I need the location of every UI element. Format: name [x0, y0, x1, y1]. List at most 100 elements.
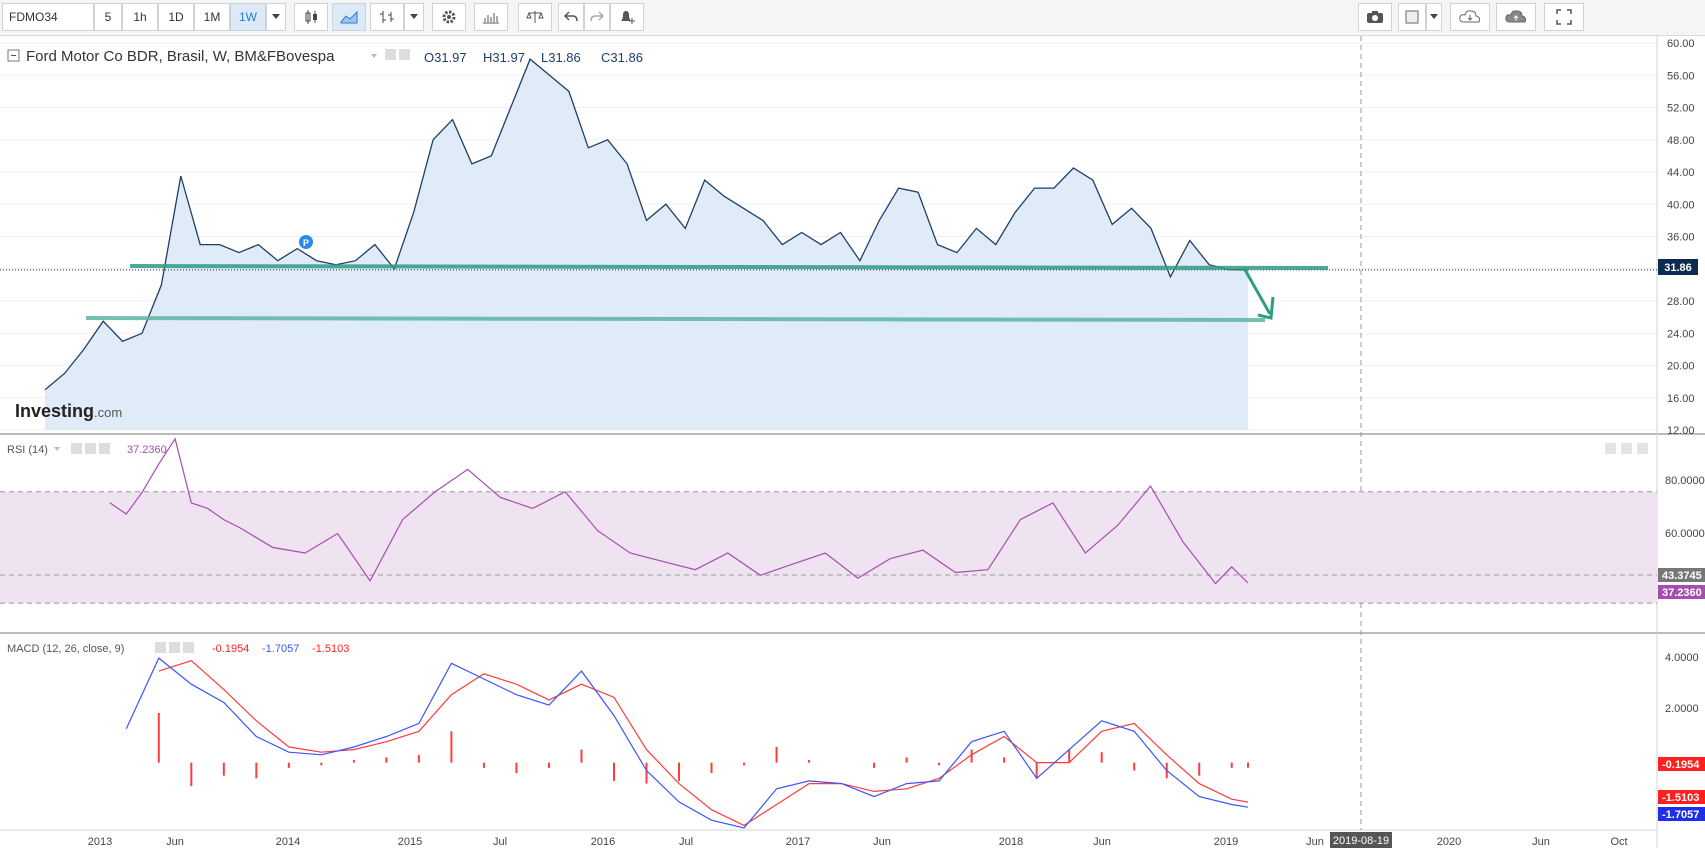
last-price-badge	[1658, 259, 1698, 275]
time-tick-label: 2018	[999, 836, 1023, 848]
time-tick-label: 2020	[1437, 836, 1461, 848]
macd-histogram	[157, 712, 1249, 787]
rsi-value-label: 37.2360	[1662, 587, 1702, 599]
event-marker[interactable]	[299, 235, 313, 249]
cloud-upload-icon	[1505, 10, 1527, 23]
interval-5-button[interactable]: 5	[94, 3, 122, 31]
macd-tick-4: 4.0000	[1665, 652, 1699, 664]
candlestick-icon	[305, 10, 317, 24]
camera-icon	[1367, 11, 1383, 23]
chevron-down-icon[interactable]	[371, 54, 377, 58]
gear-icon	[442, 10, 456, 24]
indicators-button[interactable]	[474, 3, 508, 31]
time-tick-label: 2014	[276, 836, 300, 848]
interval-1w-button[interactable]: 1W	[230, 3, 266, 31]
symbol-input[interactable]: FDMO34	[2, 3, 94, 31]
square-layout-icon	[1405, 10, 1419, 24]
time-tick-label: 2013	[88, 836, 112, 848]
macd-hist-badge	[1658, 757, 1705, 771]
eye-icon[interactable]	[71, 443, 82, 454]
last-price-label: 31.86	[1664, 262, 1692, 274]
chevron-down-icon[interactable]	[54, 447, 60, 451]
price-tick-label: 52.00	[1667, 103, 1695, 115]
interval-1m-button[interactable]: 1M	[194, 3, 230, 31]
price-tick-label: 44.00	[1667, 167, 1695, 179]
gear-icon[interactable]	[169, 642, 180, 653]
macd-value-2: -1.7057	[262, 643, 299, 655]
price-tick-label: 36.00	[1667, 232, 1695, 244]
layout-dropdown-button[interactable]	[1426, 3, 1442, 31]
time-axis[interactable]: 2013 Jun 2014 2015 Jul 2016 Jul 2017 Jun 2018 Jun 2…	[88, 836, 1628, 848]
chevron-down-icon	[272, 14, 280, 19]
rsi-reference-badge	[1658, 568, 1705, 582]
price-tick-label: 16.00	[1667, 393, 1695, 405]
settings-button[interactable]	[432, 3, 466, 31]
compare-button[interactable]	[518, 3, 552, 31]
time-tick-label: Jun	[166, 836, 184, 848]
price-axis[interactable]: 60.0056.0052.0048.0044.0040.0036.0032.00…	[1667, 38, 1695, 437]
alert-button[interactable]	[610, 3, 644, 31]
rsi-reference-label: 43.3745	[1662, 570, 1702, 582]
price-tick-label: 56.00	[1667, 70, 1695, 82]
rsi-value-badge	[1658, 585, 1705, 599]
chevron-down-icon	[410, 14, 418, 19]
area-style-button[interactable]	[332, 3, 366, 31]
macd-signal-badge	[1658, 790, 1705, 804]
bars-style-button[interactable]	[370, 3, 404, 31]
support-trendline-lower[interactable]	[85, 316, 1266, 322]
time-tick-label: 2017	[786, 836, 810, 848]
close-icon[interactable]	[183, 642, 194, 653]
rsi-band	[0, 491, 1657, 604]
price-area-fill	[45, 59, 1248, 430]
price-tick-label: 40.00	[1667, 199, 1695, 211]
macd-value-3: -1.5103	[312, 643, 349, 655]
macd-value-1: -0.1954	[212, 643, 249, 655]
crosshair-date-badge	[1330, 832, 1392, 848]
close-icon[interactable]	[99, 443, 110, 454]
macd-hist-label: -0.1954	[1662, 759, 1700, 771]
move-down-icon[interactable]	[1621, 443, 1632, 454]
macd-line-label: -1.7057	[1662, 809, 1699, 821]
event-marker-label: P	[303, 238, 309, 248]
series-title: Ford Motor Co BDR, Brasil, W, BM&FBovesp…	[26, 48, 335, 65]
maximize-pane-icon[interactable]	[1637, 443, 1648, 454]
gear-icon[interactable]	[85, 443, 96, 454]
time-tick-label: 2019	[1214, 836, 1238, 848]
chart-canvas[interactable]: Ford Motor Co BDR, Brasil, W, BM&FBovesp…	[0, 36, 1705, 848]
legend-high: H31.97	[483, 50, 525, 65]
redo-icon	[590, 11, 604, 22]
move-up-icon[interactable]	[1605, 443, 1616, 454]
interval-1h-button[interactable]: 1h	[122, 3, 158, 31]
ohlc-bars-icon	[380, 11, 394, 23]
price-tick-label: 28.00	[1667, 296, 1695, 308]
load-chart-button[interactable]	[1450, 3, 1490, 31]
rsi-tick-80: 80.0000	[1665, 475, 1705, 487]
fullscreen-button[interactable]	[1544, 3, 1584, 31]
candles-style-button[interactable]	[294, 3, 328, 31]
support-trendline-upper[interactable]	[129, 264, 1329, 270]
eye-icon[interactable]	[385, 49, 396, 60]
redo-button[interactable]	[584, 3, 610, 31]
eye-icon[interactable]	[155, 642, 166, 653]
time-tick-label: Jul	[679, 836, 693, 848]
macd-title: MACD (12, 26, close, 9)	[7, 643, 124, 655]
interval-dropdown-button[interactable]	[266, 3, 286, 31]
save-chart-button[interactable]	[1496, 3, 1536, 31]
undo-button[interactable]	[558, 3, 584, 31]
price-tick-label: 12.00	[1667, 425, 1695, 437]
price-line	[44, 58, 1249, 391]
breakdown-arrow[interactable]	[1242, 267, 1272, 315]
time-tick-label: Jun	[873, 836, 891, 848]
scale-icon	[526, 11, 544, 23]
legend-close: C31.86	[601, 50, 643, 65]
undo-icon	[564, 11, 578, 22]
layout-button[interactable]	[1398, 3, 1426, 31]
gear-icon[interactable]	[399, 49, 410, 60]
time-tick-label: Jun	[1093, 836, 1111, 848]
arrow-head	[1257, 296, 1275, 320]
interval-1d-button[interactable]: 1D	[158, 3, 194, 31]
time-tick-label: Jun	[1306, 836, 1324, 848]
style-dropdown-button[interactable]	[404, 3, 424, 31]
screenshot-button[interactable]	[1358, 3, 1392, 31]
time-tick-label: 2015	[398, 836, 422, 848]
